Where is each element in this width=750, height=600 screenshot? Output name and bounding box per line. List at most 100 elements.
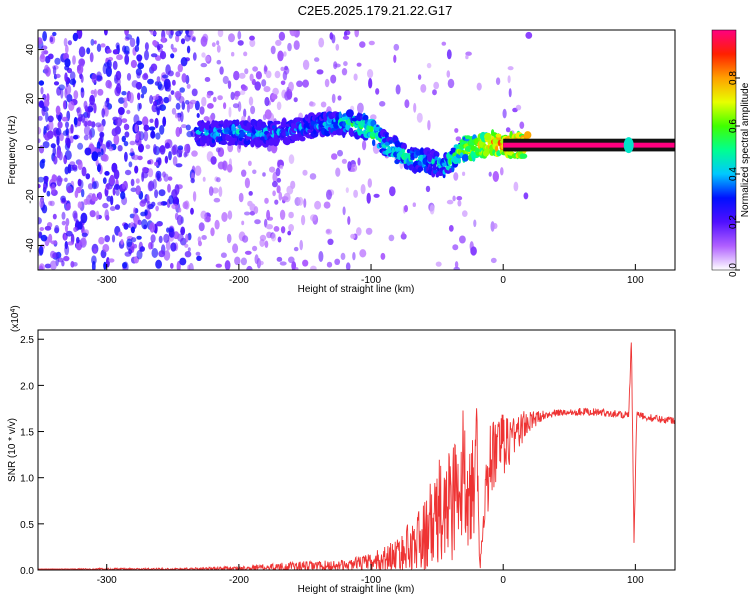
spectrogram-cell bbox=[38, 138, 41, 144]
spectrogram-cell bbox=[331, 153, 338, 160]
spectrogram-cell bbox=[78, 46, 86, 58]
spectrogram-cell bbox=[252, 245, 258, 252]
spectrogram-cell bbox=[38, 115, 43, 121]
spectrogram-cell bbox=[244, 68, 249, 75]
spectrogram-cell bbox=[175, 71, 181, 78]
spectrogram-cell bbox=[67, 40, 72, 46]
spectrogram-cell bbox=[38, 80, 45, 86]
colorbar: 0.0 0.2 0.4 0.6 0.8 Normalized spectral ampl… bbox=[711, 29, 750, 277]
spectrogram-cell bbox=[147, 168, 154, 178]
x-tick-label: -100 bbox=[361, 275, 381, 286]
spectrogram-cell bbox=[200, 36, 208, 47]
spectrogram-cell bbox=[124, 30, 129, 36]
spectrogram-cell bbox=[226, 233, 232, 244]
spectrogram-cell bbox=[105, 66, 112, 77]
spectrogram-cell bbox=[279, 261, 287, 266]
spectrogram-cell bbox=[158, 235, 163, 244]
spectrogram-cell bbox=[276, 185, 281, 194]
spectrogram-cell bbox=[77, 64, 82, 71]
spectrogram-cell bbox=[144, 50, 149, 61]
spectrogram-cell bbox=[244, 211, 251, 216]
spectrogram-cell bbox=[490, 257, 497, 264]
spectrogram-cell bbox=[258, 260, 264, 266]
spectrogram-cell bbox=[490, 221, 495, 232]
spectrogram-cell bbox=[39, 54, 46, 63]
spectrogram-cell bbox=[335, 167, 341, 177]
spectrogram-cell bbox=[90, 38, 95, 46]
spectrogram-cell bbox=[162, 116, 167, 127]
spectrogram-cell bbox=[176, 214, 183, 226]
spectrogram-cell bbox=[115, 70, 122, 81]
spectrogram-cell bbox=[280, 80, 286, 86]
spectrogram-cell bbox=[234, 256, 241, 266]
spectrogram-cell bbox=[86, 47, 91, 55]
spectrogram-cell bbox=[101, 118, 106, 127]
spectrogram-cell bbox=[368, 77, 373, 89]
spectrogram-cell bbox=[128, 92, 134, 104]
spectrogram-cell bbox=[49, 260, 57, 270]
spectrogram-cell bbox=[140, 93, 145, 99]
spectrogram-ridge-cell bbox=[370, 125, 374, 133]
spectrogram-cell bbox=[231, 51, 235, 57]
spectrogram-cell bbox=[83, 100, 88, 110]
chart-title: C2E5.2025.179.21.22.G17 bbox=[297, 3, 453, 18]
spectrogram-cell bbox=[238, 192, 244, 203]
x-tick-label: -300 bbox=[97, 575, 117, 586]
spectrogram-cell bbox=[93, 88, 97, 98]
spectrogram-cell bbox=[340, 252, 346, 260]
spectrogram-cell bbox=[519, 121, 525, 129]
spectrogram-cell bbox=[129, 37, 136, 48]
spectrogram-cell bbox=[264, 96, 270, 107]
spectrogram-ridge-cell bbox=[362, 114, 369, 121]
spectrogram-cell bbox=[86, 108, 91, 119]
y-tick-label: -40 bbox=[25, 238, 36, 253]
spectrogram-cell bbox=[142, 166, 148, 173]
spectrogram-cell bbox=[289, 30, 297, 37]
spectrogram-cell bbox=[238, 72, 246, 79]
spectrogram-cell bbox=[343, 31, 348, 37]
spectrogram-cell bbox=[184, 251, 192, 258]
spectrogram-cell bbox=[455, 136, 462, 142]
spectrogram-cell bbox=[61, 260, 65, 267]
spectrogram-ridge-cell bbox=[294, 134, 300, 139]
spectrogram-cell bbox=[87, 183, 94, 190]
spectrogram-cell bbox=[187, 264, 191, 270]
spectrogram-cell bbox=[366, 192, 371, 204]
spectrogram-cell bbox=[102, 202, 109, 209]
spectrogram-cell bbox=[156, 172, 160, 182]
x-tick-label: -200 bbox=[229, 275, 249, 286]
spectrogram-cell bbox=[246, 265, 253, 270]
spectrogram-cell bbox=[51, 173, 57, 184]
spectrogram-cell bbox=[64, 166, 70, 175]
spectrogram-cell bbox=[47, 53, 54, 60]
spectrogram-cell bbox=[270, 45, 276, 55]
spectrogram-cell bbox=[508, 88, 512, 98]
spectrogram-cell bbox=[350, 163, 358, 173]
spectrogram-cell bbox=[192, 191, 197, 202]
spectrogram-cell bbox=[331, 93, 336, 104]
spectrogram-cell bbox=[62, 100, 67, 110]
spectrogram-cell bbox=[142, 116, 149, 127]
spectrogram-spike bbox=[623, 137, 634, 154]
spectrogram-cell bbox=[136, 235, 142, 240]
spectrogram-cell bbox=[77, 159, 83, 171]
spectrogram-cell bbox=[49, 36, 54, 43]
spectrogram-cell bbox=[241, 169, 247, 177]
spectrogram-cell bbox=[111, 128, 118, 137]
spectrogram-cell bbox=[38, 37, 43, 45]
spectrogram-cell bbox=[350, 233, 356, 239]
spectrogram-cell bbox=[164, 81, 168, 92]
spectrogram-cell bbox=[185, 233, 189, 243]
spectrogram-x-ticks: -300 -200 -100 0 100 bbox=[97, 264, 644, 286]
spectrogram-cell bbox=[192, 52, 197, 61]
spectrogram-cell bbox=[76, 106, 82, 118]
spectrogram-cell bbox=[77, 221, 83, 230]
spectrogram-cell bbox=[495, 77, 501, 85]
spectrogram-cell bbox=[273, 226, 280, 232]
spectrogram-cell bbox=[104, 235, 110, 243]
spectrogram-cell bbox=[136, 249, 143, 260]
spectrogram-cell bbox=[465, 54, 469, 60]
spectrogram-cell bbox=[274, 199, 279, 205]
spectrogram-cell bbox=[254, 219, 261, 225]
spectrogram-cell bbox=[216, 40, 220, 46]
